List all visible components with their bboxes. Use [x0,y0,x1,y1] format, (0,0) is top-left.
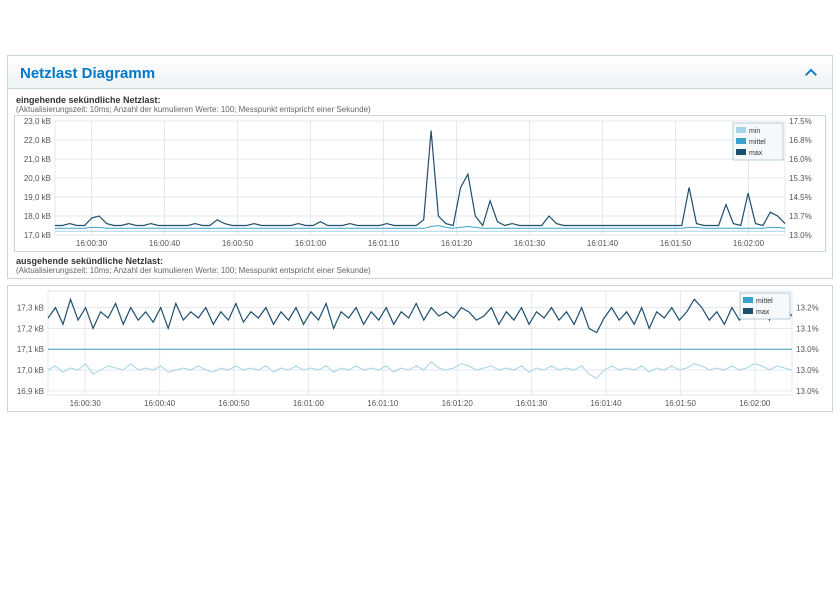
svg-text:13.2%: 13.2% [796,304,819,313]
chart1-subtitle: (Aktualisierungszeit: 10ms; Anzahl der k… [16,105,826,114]
svg-text:15.3%: 15.3% [789,174,812,183]
svg-text:16:01:10: 16:01:10 [367,399,399,408]
chart1-frame: 17,0 kB 13.0% 18,0 kB 13.7% 19,0 kB 14.5% 20,0… [14,115,826,252]
collapse-toggle[interactable] [802,64,820,82]
svg-text:20,0 kB: 20,0 kB [24,174,51,183]
svg-text:16:01:10: 16:01:10 [368,239,400,248]
chart1-section: eingehende sekündliche Netzlast: (Aktual… [8,89,832,278]
panel-header: Netzlast Diagramm [8,56,832,89]
svg-text:17,2 kB: 17,2 kB [17,324,44,333]
svg-text:18,0 kB: 18,0 kB [24,212,51,221]
svg-text:16:01:20: 16:01:20 [441,239,473,248]
svg-text:16:01:40: 16:01:40 [587,239,619,248]
svg-text:13.0%: 13.0% [796,345,819,354]
svg-text:16:02:00: 16:02:00 [733,239,765,248]
svg-text:16:01:00: 16:01:00 [295,239,327,248]
svg-text:17,0 kB: 17,0 kB [24,231,51,240]
chart2-subtitle: (Aktualisierungszeit: 10ms; Anzahl der k… [16,266,826,275]
chart1-svg: 17,0 kB 13.0% 18,0 kB 13.7% 19,0 kB 14.5% 20,0… [15,116,823,251]
svg-text:16:00:30: 16:00:30 [76,239,108,248]
svg-text:14.5%: 14.5% [789,193,812,202]
svg-text:16:00:30: 16:00:30 [70,399,102,408]
svg-text:16:01:00: 16:01:00 [293,399,325,408]
svg-text:16:00:40: 16:00:40 [144,399,176,408]
svg-text:13.0%: 13.0% [796,366,819,375]
svg-text:mittel: mittel [756,298,773,305]
svg-text:16.8%: 16.8% [789,136,812,145]
svg-text:23,0 kB: 23,0 kB [24,117,51,126]
svg-text:16:01:50: 16:01:50 [660,239,692,248]
panel-title: Netzlast Diagramm [20,65,155,82]
svg-text:16:01:30: 16:01:30 [514,239,546,248]
svg-text:21,0 kB: 21,0 kB [24,155,51,164]
svg-text:16:01:50: 16:01:50 [665,399,697,408]
svg-text:16:00:50: 16:00:50 [222,239,254,248]
svg-text:16:00:40: 16:00:40 [149,239,181,248]
svg-text:min: min [749,128,760,135]
svg-text:max: max [749,150,763,157]
chart2-svg: 16,9 kB 13.0% 17,0 kB 13.0% 17,1 kB 13.0% 17,2… [8,286,830,411]
svg-text:16:01:20: 16:01:20 [442,399,474,408]
svg-text:17,0 kB: 17,0 kB [17,366,44,375]
svg-text:17,3 kB: 17,3 kB [17,304,44,313]
svg-text:17,1 kB: 17,1 kB [17,345,44,354]
svg-text:13.1%: 13.1% [796,324,819,333]
svg-text:16.0%: 16.0% [789,155,812,164]
svg-text:13.0%: 13.0% [796,387,819,396]
chart2-title: ausgehende sekündliche Netzlast: [16,256,826,266]
svg-text:13.7%: 13.7% [789,212,812,221]
svg-text:max: max [756,309,770,316]
chart2-frame: 16,9 kB 13.0% 17,0 kB 13.0% 17,1 kB 13.0% 17,2… [7,285,833,412]
chart1-title: eingehende sekündliche Netzlast: [16,95,826,105]
netzlast-panel: Netzlast Diagramm eingehende sekündliche… [7,55,833,279]
svg-text:13.0%: 13.0% [789,231,812,240]
svg-text:16:02:00: 16:02:00 [739,399,771,408]
svg-text:16:01:40: 16:01:40 [590,399,622,408]
svg-text:22,0 kB: 22,0 kB [24,136,51,145]
svg-text:mittel: mittel [749,139,766,146]
svg-text:17.5%: 17.5% [789,117,812,126]
svg-text:16:00:50: 16:00:50 [218,399,250,408]
svg-text:16,9 kB: 16,9 kB [17,387,44,396]
svg-text:16:01:30: 16:01:30 [516,399,548,408]
svg-text:19,0 kB: 19,0 kB [24,193,51,202]
